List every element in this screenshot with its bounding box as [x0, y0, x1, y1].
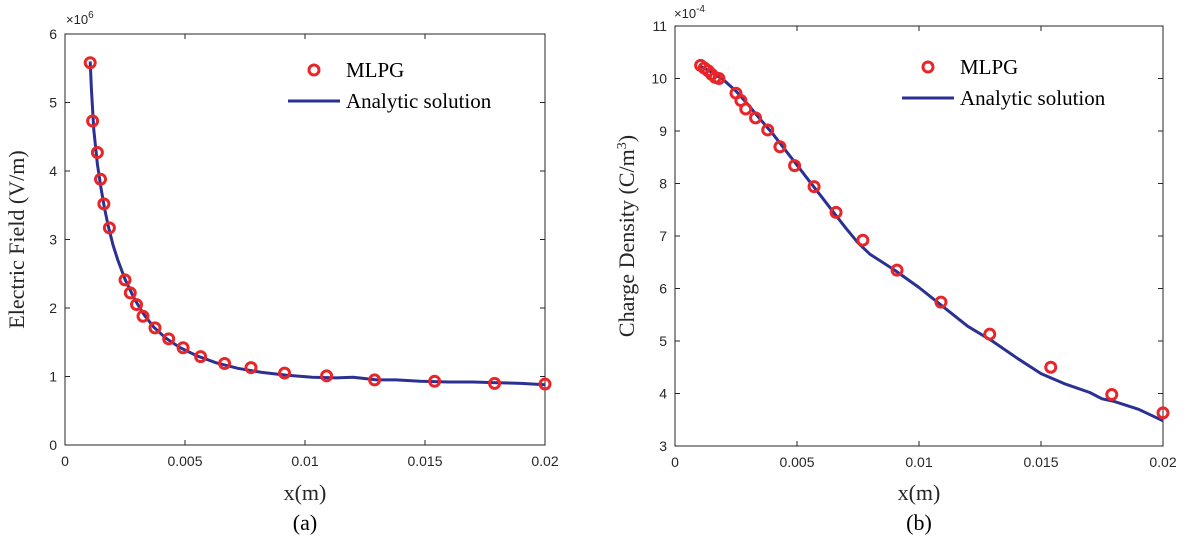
legend-marker-mlpg: [307, 63, 321, 77]
mlpg-point: [244, 361, 258, 375]
y-multiplier: ×10-4: [674, 4, 705, 21]
y-tick-label: 4: [49, 163, 57, 179]
legend-marker-mlpg: [921, 60, 935, 74]
y-tick-label: 7: [659, 228, 667, 244]
analytic-solution-line: [699, 65, 1164, 423]
mlpg-point: [194, 350, 208, 364]
y-tick-label: 1: [49, 369, 57, 385]
y-axis-label: Charge Density (C/m3): [614, 135, 639, 337]
mlpg-point: [86, 114, 100, 128]
mlpg-point: [136, 309, 150, 323]
mlpg-point: [123, 286, 137, 300]
mlpg-point: [739, 102, 753, 116]
mlpg-point: [176, 341, 190, 355]
y-tick-label: 0: [49, 437, 57, 453]
x-tick-label: 0.01: [291, 453, 318, 469]
mlpg-point: [712, 72, 726, 85]
mlpg-point: [856, 233, 870, 247]
x-tick-label: 0.02: [1149, 454, 1176, 470]
x-tick-label: 0.005: [167, 453, 202, 469]
mlpg-point: [90, 146, 104, 160]
mlpg-point: [807, 180, 821, 194]
x-axis-label: x(m): [898, 480, 941, 505]
mlpg-point: [162, 332, 176, 346]
y-tick-label: 2: [49, 300, 57, 316]
analytic-solution-line: [88, 61, 546, 387]
panel-b: 0 0.005 0.01 0.015 0.02 3 4 5 6 7 8 9 10 11 ×10-4 MLPG A…: [614, 4, 1177, 535]
mlpg-point: [538, 377, 552, 391]
x-tick-label: 0.02: [531, 453, 558, 469]
y-axis-label-superscript: 3: [615, 142, 630, 149]
mlpg-point: [97, 197, 111, 211]
y-tick-label: 9: [659, 123, 667, 139]
mlpg-point: [1156, 406, 1170, 420]
y-tick-label: 6: [659, 281, 667, 297]
mlpg-point: [749, 111, 763, 125]
y-multiplier-exponent: 6: [88, 10, 94, 21]
x-tick-label: 0.01: [905, 454, 932, 470]
y-tick-label: 11: [652, 18, 667, 34]
y-axis-label-end: ): [614, 135, 639, 142]
legend-label: Analytic solution: [346, 89, 492, 113]
mlpg-point: [829, 205, 843, 219]
panel-label: (a): [293, 510, 317, 535]
y-tick-label: 3: [659, 438, 667, 454]
y-tick-label: 3: [49, 232, 57, 248]
mlpg-point: [83, 56, 97, 70]
y-axis-label: Electric Field (V/m): [4, 150, 29, 328]
x-tick-label: 0.005: [779, 454, 814, 470]
legend-label: MLPG: [960, 55, 1018, 79]
x-tick-label: 0: [61, 453, 69, 469]
y-tick-label: 8: [659, 176, 667, 192]
y-multiplier: ×106: [66, 10, 94, 27]
mlpg-point: [278, 366, 292, 380]
y-tick-label: 10: [651, 71, 667, 87]
legend-box: [891, 46, 1147, 119]
legend-label: Analytic solution: [960, 86, 1106, 110]
mlpg-point: [488, 376, 502, 390]
mlpg-point: [94, 172, 108, 186]
x-axis-label: x(m): [284, 480, 327, 505]
legend-box: [277, 49, 525, 119]
mlpg-point: [368, 373, 382, 387]
x-tick-label: 0.015: [1023, 454, 1058, 470]
y-tick-label: 6: [49, 26, 57, 42]
mlpg-point: [130, 298, 144, 312]
mlpg-point: [148, 321, 162, 335]
mlpg-point: [102, 221, 116, 235]
mlpg-point: [983, 327, 997, 341]
y-multiplier-exponent: -4: [696, 4, 705, 15]
panel-a: 0 0.005 0.01 0.015 0.020123456×106MLPGAnalyt…: [4, 10, 559, 535]
mlpg-point: [428, 374, 442, 388]
legend-label: MLPG: [346, 58, 404, 82]
y-tick-label: 4: [659, 386, 667, 402]
mlpg-point: [218, 356, 232, 370]
mlpg-point: [890, 263, 904, 277]
x-tick-label: 0.015: [407, 453, 442, 469]
mlpg-point: [118, 273, 132, 287]
x-tick-label: 0: [671, 454, 679, 470]
mlpg-point: [934, 295, 948, 309]
y-tick-label: 5: [49, 95, 57, 111]
mlpg-point: [1044, 360, 1058, 374]
mlpg-point: [1105, 388, 1119, 402]
mlpg-point: [320, 369, 334, 383]
mlpg-point: [773, 140, 787, 154]
y-tick-label: 5: [659, 333, 667, 349]
mlpg-point: [788, 159, 802, 173]
panel-label: (b): [906, 510, 932, 535]
mlpg-point: [761, 123, 775, 137]
